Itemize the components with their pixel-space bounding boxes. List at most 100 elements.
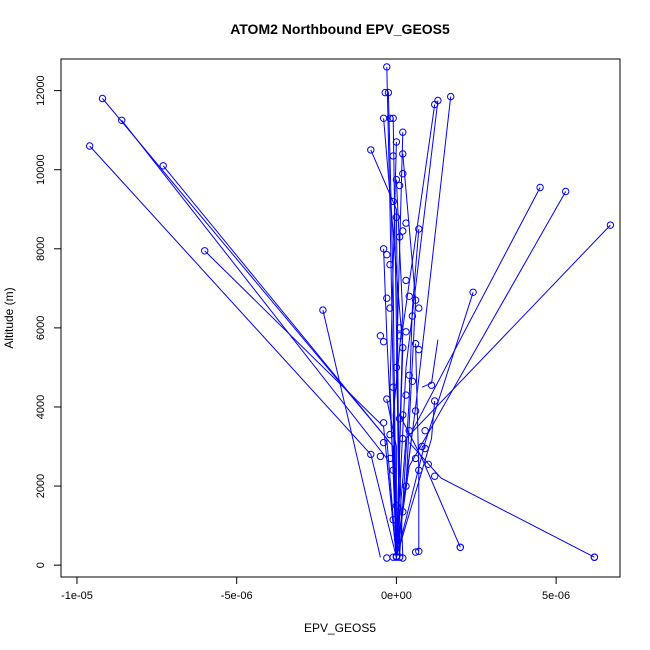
data-point xyxy=(408,377,417,385)
data-point xyxy=(421,444,429,453)
y-tick-label: 4000 xyxy=(35,395,47,419)
data-point xyxy=(606,221,615,229)
data-point xyxy=(389,466,397,474)
data-point xyxy=(159,162,167,170)
data-point xyxy=(399,227,407,235)
data-point xyxy=(469,288,477,296)
series-line xyxy=(386,399,397,558)
data-point xyxy=(381,88,389,97)
data-point xyxy=(201,247,209,255)
data-point xyxy=(392,552,401,561)
data-point xyxy=(379,438,388,447)
data-point xyxy=(405,427,413,435)
data-point xyxy=(383,395,391,403)
series-line xyxy=(392,179,404,558)
data-point xyxy=(379,419,388,427)
x-axis-label: EPV_GEOS5 xyxy=(304,621,376,635)
data-point xyxy=(389,383,397,391)
data-point xyxy=(427,381,436,389)
data-point xyxy=(386,260,394,269)
data-point xyxy=(399,434,407,443)
series-line xyxy=(395,153,417,558)
data-point xyxy=(431,472,439,480)
data-point xyxy=(424,460,432,468)
data-point xyxy=(383,554,391,562)
x-tick-label: -1e-05 xyxy=(61,590,93,602)
data-point xyxy=(431,397,439,405)
data-point xyxy=(399,508,407,516)
data-point xyxy=(389,516,397,524)
data-point xyxy=(367,450,375,459)
data-point xyxy=(405,371,413,379)
y-tick-label: 6000 xyxy=(35,316,47,340)
data-point xyxy=(411,340,420,348)
data-point xyxy=(383,63,391,71)
y-axis: 0 2000 4000 6000 8000 10000 12000 xyxy=(35,75,62,568)
data-point xyxy=(411,407,420,415)
series-line xyxy=(395,96,452,558)
data-point xyxy=(399,128,407,136)
data-point xyxy=(98,94,107,103)
data-point xyxy=(415,304,423,312)
data-point xyxy=(399,150,407,158)
series-line xyxy=(322,309,381,558)
data-point xyxy=(447,92,455,101)
series-line xyxy=(415,343,420,552)
y-axis-label: Altitude (m) xyxy=(2,287,16,348)
plot-frame xyxy=(60,58,621,578)
data-point xyxy=(431,100,439,109)
data-point xyxy=(367,146,375,154)
data-point xyxy=(415,345,423,354)
series-line xyxy=(408,442,595,558)
y-tick-label: 0 xyxy=(35,562,47,568)
data-point xyxy=(386,430,394,439)
data-point xyxy=(395,415,404,423)
chart-title: ATOM2 Northbound EPV_GEOS5 xyxy=(230,21,450,37)
data-point xyxy=(383,294,391,302)
data-point xyxy=(402,276,410,285)
data-point xyxy=(402,391,410,399)
x-tick-label: 5e-06 xyxy=(542,590,570,602)
data-point xyxy=(383,251,391,259)
data-point xyxy=(395,181,404,190)
data-point xyxy=(405,292,413,300)
data-point xyxy=(392,502,401,510)
data-point xyxy=(376,332,385,340)
x-tick-label: 0e+00 xyxy=(381,590,412,602)
series-line xyxy=(395,224,611,558)
series-line xyxy=(399,228,420,558)
series-line xyxy=(121,119,397,558)
series-group xyxy=(89,66,611,558)
data-point xyxy=(389,553,397,561)
data-point xyxy=(86,142,94,150)
data-point xyxy=(379,338,388,346)
data-point xyxy=(411,548,420,556)
series-line xyxy=(395,132,404,558)
series-line xyxy=(395,191,567,558)
data-point xyxy=(319,306,327,314)
data-point xyxy=(399,170,407,178)
data-point xyxy=(402,219,410,227)
data-point xyxy=(376,452,385,461)
data-point xyxy=(590,553,599,561)
y-tick-label: 2000 xyxy=(35,474,47,498)
series-line xyxy=(89,145,397,558)
data-point xyxy=(402,482,410,490)
y-tick-label: 10000 xyxy=(35,154,47,185)
data-point xyxy=(562,187,570,196)
data-point xyxy=(384,88,393,97)
data-point xyxy=(399,344,407,352)
data-point xyxy=(408,312,417,320)
data-point xyxy=(392,363,401,372)
x-axis: -1e-05 -5e-06 0e+00 5e-06 xyxy=(61,576,570,602)
y-tick-label: 8000 xyxy=(35,237,47,261)
data-point xyxy=(386,304,394,312)
data-point xyxy=(118,116,126,125)
data-point xyxy=(402,328,410,336)
data-point xyxy=(392,138,401,146)
points-group xyxy=(86,63,615,562)
y-tick-label: 12000 xyxy=(35,75,47,106)
data-point xyxy=(386,114,394,123)
data-point xyxy=(456,543,464,551)
